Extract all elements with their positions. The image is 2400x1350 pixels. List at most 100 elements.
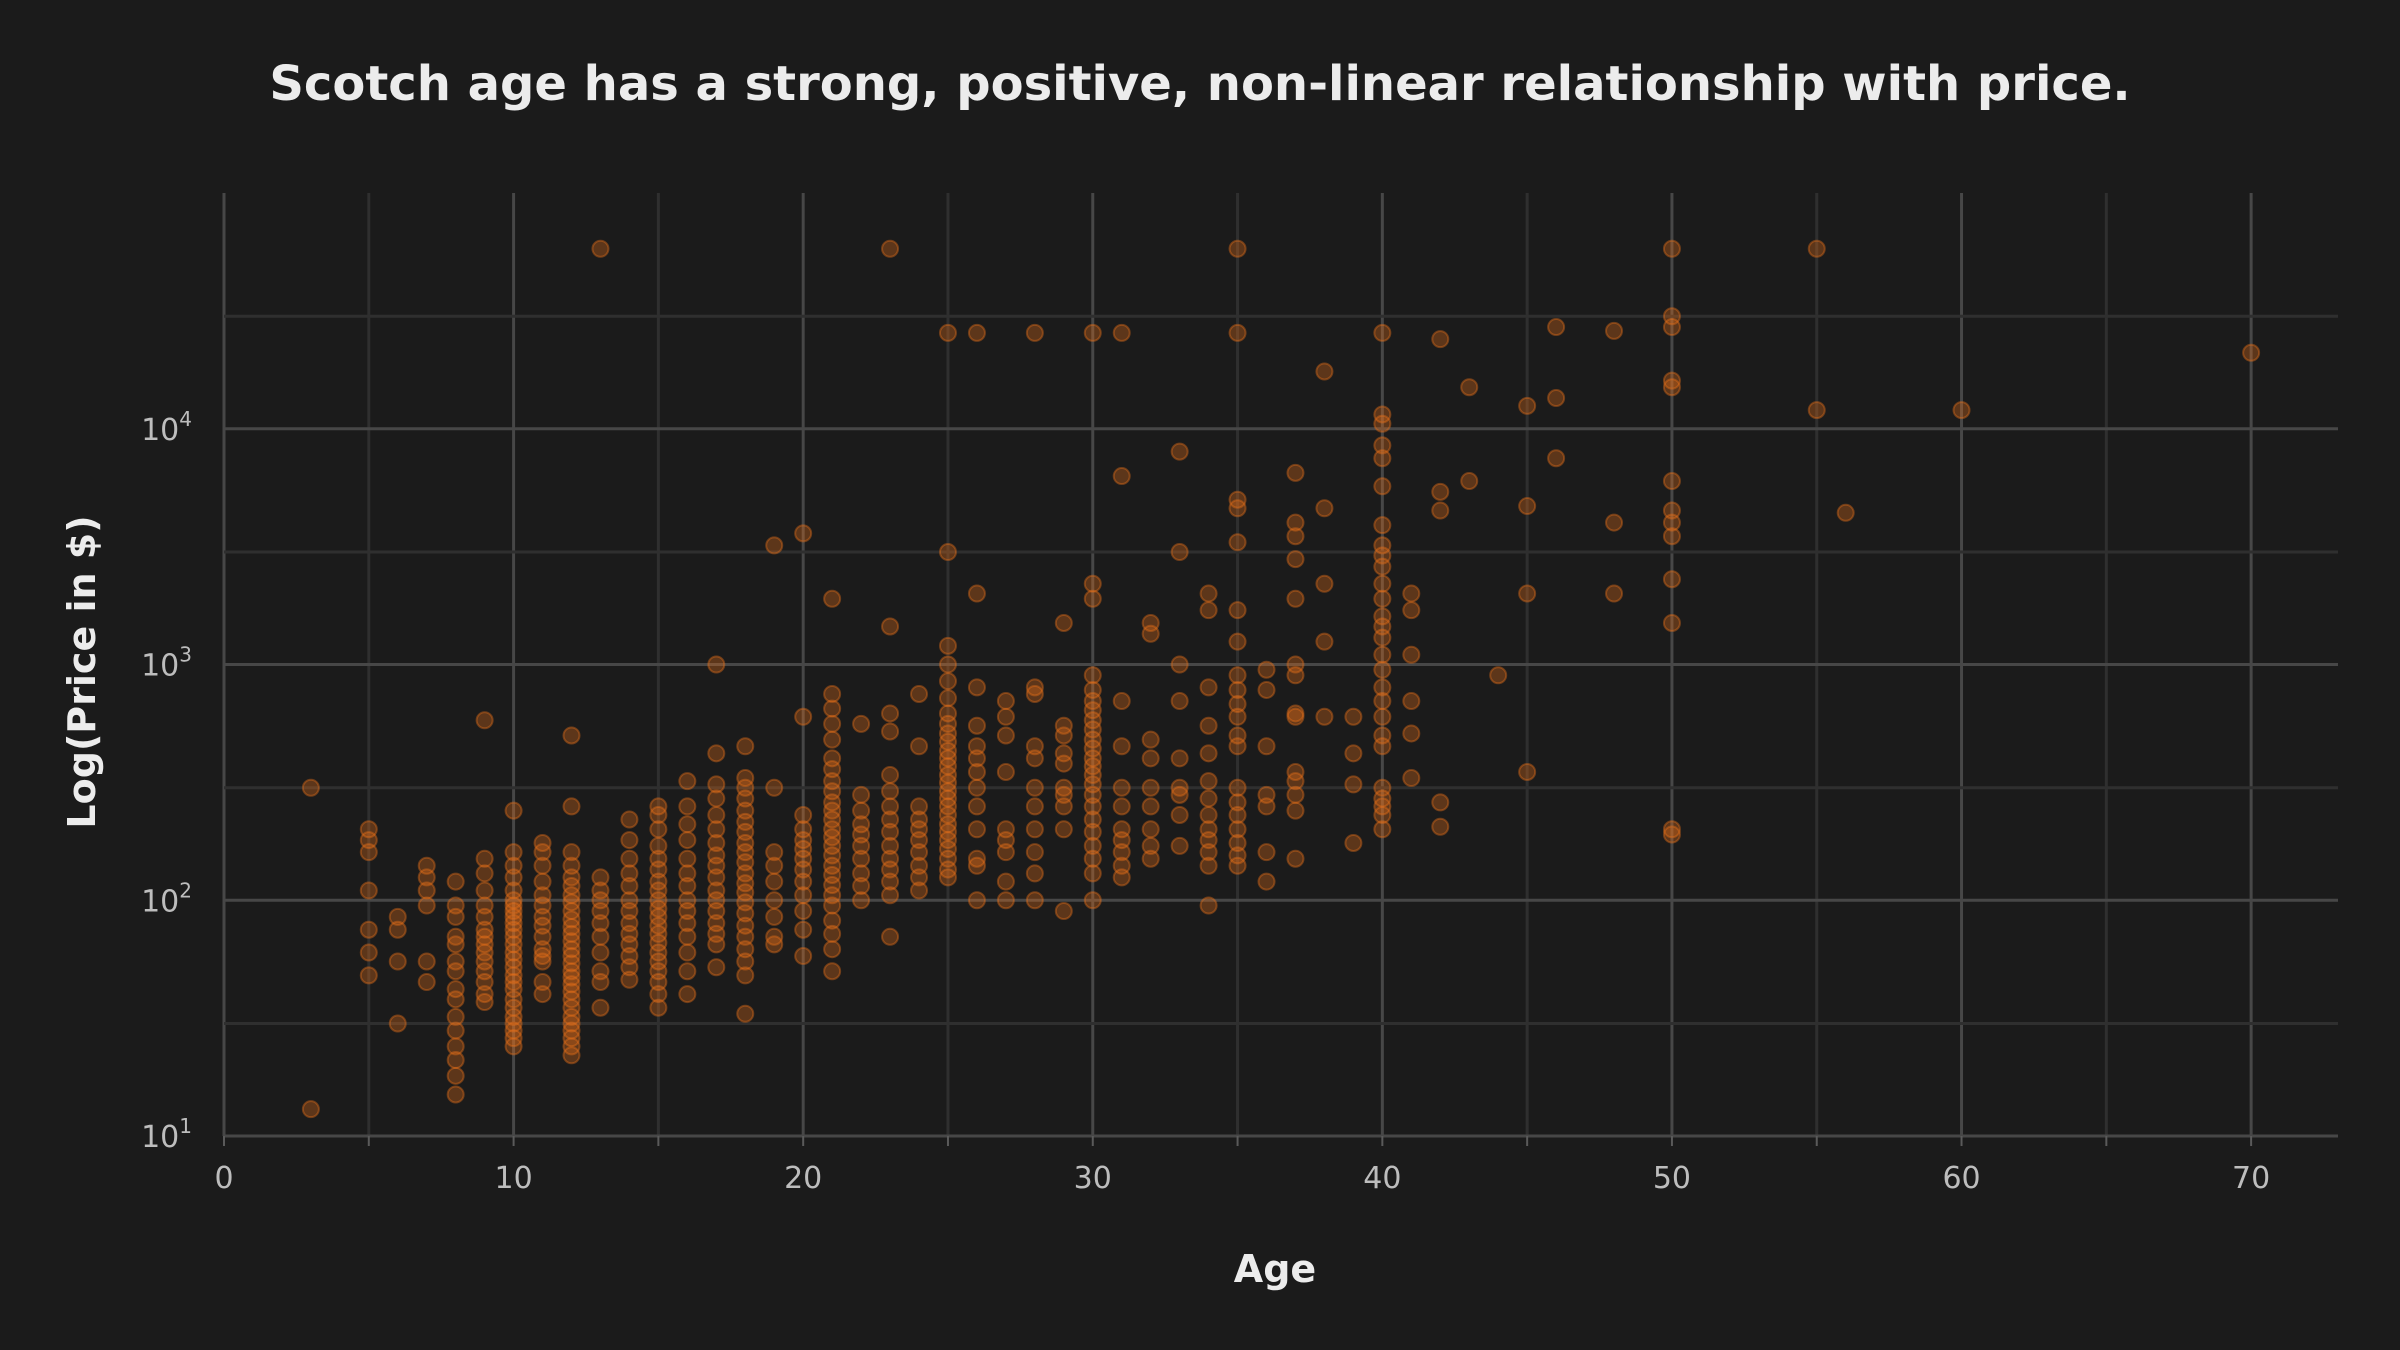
data-point <box>707 744 726 763</box>
data-point <box>562 982 581 1001</box>
x-tick-label: 50 <box>1653 1161 1691 1196</box>
data-point <box>938 860 957 879</box>
data-point <box>1662 527 1681 546</box>
data-point <box>1518 584 1537 603</box>
data-point <box>417 856 436 875</box>
data-point <box>620 902 639 921</box>
data-point <box>649 907 668 926</box>
data-point <box>1083 720 1102 739</box>
data-point <box>1344 775 1363 794</box>
data-point <box>446 927 465 946</box>
data-point <box>967 678 986 697</box>
data-point <box>707 924 726 943</box>
data-point <box>967 849 986 868</box>
data-point <box>736 874 755 893</box>
data-point <box>533 833 552 852</box>
data-point <box>938 732 957 751</box>
data-point <box>591 973 610 992</box>
data-point <box>1373 589 1392 608</box>
data-point <box>765 927 784 946</box>
data-point <box>1257 660 1276 679</box>
data-point <box>475 920 494 939</box>
data-point <box>1054 613 1073 632</box>
data-point <box>794 920 813 939</box>
data-point <box>1228 323 1247 342</box>
data-point <box>533 973 552 992</box>
data-point <box>533 843 552 862</box>
data-point <box>1286 550 1305 569</box>
data-point <box>1431 817 1450 836</box>
data-point <box>562 1037 581 1056</box>
data-point <box>475 907 494 926</box>
data-point <box>794 902 813 921</box>
data-point <box>1141 778 1160 797</box>
data-point <box>938 868 957 887</box>
data-point <box>533 907 552 926</box>
data-point <box>996 726 1015 745</box>
data-point <box>1054 797 1073 816</box>
data-point <box>1228 707 1247 726</box>
data-point <box>1228 778 1247 797</box>
data-point <box>794 839 813 858</box>
data-point <box>1952 401 1971 420</box>
data-point <box>446 1007 465 1026</box>
data-point <box>1199 856 1218 875</box>
data-point <box>707 902 726 921</box>
data-point <box>765 843 784 862</box>
data-point <box>938 782 957 801</box>
data-point <box>852 849 871 868</box>
data-point <box>678 849 697 868</box>
data-point <box>938 714 957 733</box>
data-point <box>446 980 465 999</box>
data-point <box>1025 797 1044 816</box>
data-point <box>1286 704 1305 723</box>
data-point <box>852 825 871 844</box>
data-point <box>1054 778 1073 797</box>
data-point <box>1170 692 1189 711</box>
data-point <box>620 914 639 933</box>
data-point <box>649 985 668 1004</box>
data-point <box>504 966 523 985</box>
data-point <box>881 822 900 841</box>
data-point <box>649 872 668 891</box>
data-point <box>1402 769 1421 788</box>
data-point <box>504 1029 523 1048</box>
data-point <box>1199 716 1218 735</box>
data-point <box>678 962 697 981</box>
data-point <box>794 849 813 868</box>
data-point <box>910 856 929 875</box>
data-point <box>1373 449 1392 468</box>
data-point <box>707 833 726 852</box>
data-point <box>1286 762 1305 781</box>
data-point <box>1431 330 1450 349</box>
data-point <box>1112 797 1131 816</box>
data-point <box>1373 477 1392 496</box>
data-point <box>1199 678 1218 697</box>
data-point <box>620 891 639 910</box>
data-point <box>938 741 957 760</box>
data-point <box>1083 891 1102 910</box>
data-point <box>1344 833 1363 852</box>
y-tick-label: 103 <box>141 643 192 684</box>
data-point <box>1373 557 1392 576</box>
data-point <box>359 966 378 985</box>
data-point <box>881 810 900 829</box>
data-point <box>649 933 668 952</box>
data-point <box>910 684 929 703</box>
data-point <box>1286 772 1305 791</box>
data-point <box>1228 533 1247 552</box>
data-point <box>1054 744 1073 763</box>
data-point <box>1489 666 1508 685</box>
y-tick-label: 101 <box>141 1114 192 1155</box>
data-point <box>562 1046 581 1065</box>
data-point <box>794 820 813 839</box>
data-point <box>736 833 755 852</box>
data-point <box>1257 797 1276 816</box>
data-point <box>996 891 1015 910</box>
data-point <box>504 998 523 1017</box>
data-point <box>1286 707 1305 726</box>
data-point <box>1228 680 1247 699</box>
data-point <box>620 831 639 850</box>
data-point <box>649 836 668 855</box>
data-point <box>1315 362 1334 381</box>
